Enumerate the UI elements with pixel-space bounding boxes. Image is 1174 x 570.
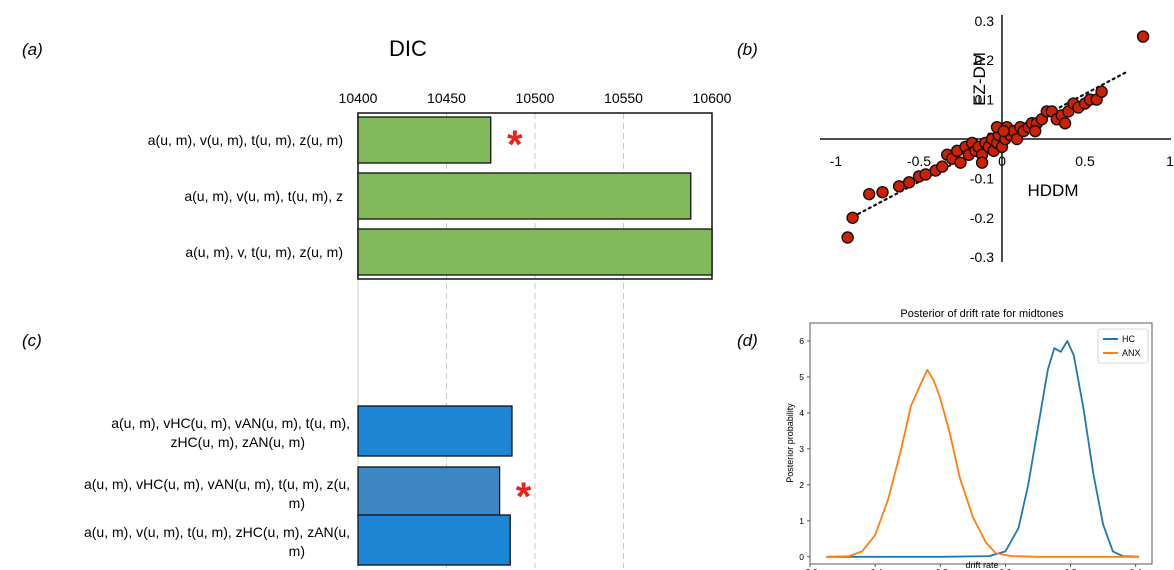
scatter-xtick-label: 0.5 — [1075, 153, 1095, 169]
posterior-ytick-label: 0 — [799, 552, 804, 562]
scatter-ytick-label: -0.2 — [970, 210, 994, 226]
dic-xtick-label: 10450 — [427, 90, 466, 106]
scatter-point — [997, 124, 1010, 138]
best-model-star: * — [516, 475, 532, 519]
scatter-xtick-label: -0.5 — [907, 153, 931, 169]
legend-anx-label: ANX — [1122, 348, 1141, 358]
dic-category-labels: a(u, m), v(u, m), t(u, m), z(u, m) a(u, m… — [84, 132, 350, 559]
dic-xtick-label: 10550 — [604, 90, 643, 106]
posterior-xtick-label: 0.4 — [1130, 567, 1142, 570]
posterior-ytick-label: 1 — [799, 516, 804, 526]
scatter-point — [1095, 85, 1108, 98]
posterior-chart: Posterior of drift rate for midtones -0.… — [785, 308, 1153, 570]
posterior-ytick-label: 3 — [799, 444, 804, 454]
dic-category-label-cont: m) — [289, 495, 305, 511]
posterior-ytick-label: 5 — [799, 372, 804, 382]
posterior-xtick-label: 0.0 — [1000, 567, 1012, 570]
scatter-ylabel: EZ-DM — [970, 52, 989, 106]
posterior-xtick-label: -0.2 — [933, 567, 948, 570]
scatter-xtick-label: 0 — [998, 153, 1006, 169]
dic-category-label-cont: m) — [289, 543, 305, 559]
dic-category-label: a(u, m), v, t(u, m), z(u, m) — [185, 244, 343, 260]
dic-category-label-cont: zHC(u, m), zAN(u, m) — [170, 434, 305, 450]
legend-box — [1097, 328, 1149, 364]
scatter-point — [975, 156, 989, 169]
scatter-ytick-label: -0.1 — [970, 170, 994, 186]
scatter-point — [841, 231, 854, 244]
dic-bar — [357, 466, 501, 518]
posterior-plot-frame — [809, 322, 1153, 565]
posterior-title: Posterior of drift rate for midtones — [900, 308, 1064, 320]
posterior-ylabel: Posterior probability — [785, 403, 795, 483]
posterior-ytick-label: 2 — [799, 480, 804, 490]
posterior-xtick-label: -0.4 — [868, 567, 883, 570]
posterior-line-anx — [826, 368, 1139, 558]
dic-bar — [357, 116, 492, 164]
dic-bar — [357, 228, 713, 276]
dic-xtick-label: 10500 — [516, 90, 555, 106]
dic-xtick-label: 10400 — [339, 90, 378, 106]
scatter-ytick-label: 0.1 — [975, 92, 995, 108]
posterior-xtick-label: -0.6 — [803, 567, 818, 570]
dic-bars: ** — [357, 116, 713, 566]
scatter-tick-labels: -1-0.500.510.30.20.10-0.1-0.2-0.3 — [830, 13, 1174, 265]
posterior-legend: HC ANX — [1097, 328, 1149, 364]
scatter-point — [954, 156, 967, 169]
posterior-xlabel: drift rate — [965, 560, 998, 570]
scatter-point — [1136, 30, 1150, 43]
posterior-ytick-label: 6 — [799, 336, 804, 346]
dic-category-label: a(u, m), v(u, m), t(u, m), z(u, m) — [148, 132, 343, 148]
dic-bar-chart: DIC 10400 10450 10500 10550 10600 ** a(u, m)… — [84, 36, 732, 568]
scatter-point — [1058, 117, 1072, 130]
best-model-star: * — [507, 123, 523, 167]
dic-title: DIC — [389, 36, 427, 61]
posterior-ticks: -0.6 -0.4 -0.2 0.0 0.2 0.4 0 1 2 3 4 5 6 — [799, 336, 1142, 570]
posterior-line-hc — [826, 340, 1140, 558]
posterior-lines — [826, 340, 1140, 558]
scatter-xlabel: HDDM — [1028, 181, 1079, 200]
dic-bar — [357, 405, 513, 457]
scatter-xtick-label: 1 — [1166, 153, 1174, 169]
posterior-ytick-label: 4 — [799, 408, 804, 418]
panel-label-a: (a) — [22, 40, 43, 59]
dic-bar — [357, 172, 692, 220]
dic-xtick-label: 10600 — [693, 90, 732, 106]
scatter-ytick-label: 0.2 — [975, 52, 995, 68]
dic-category-label: a(u, m), v(u, m), t(u, m), zHC(u, m), zA… — [84, 524, 350, 540]
posterior-xtick-label: 0.2 — [1065, 567, 1077, 570]
scatter-point — [1010, 132, 1024, 146]
scatter-chart: -1-0.500.510.30.20.10-0.1-0.2-0.3 HDDM E… — [820, 13, 1174, 265]
scatter-point — [1028, 124, 1042, 138]
scatter-point — [902, 176, 916, 189]
panel-label-b: (b) — [737, 40, 758, 59]
scatter-ytick-label: -0.3 — [970, 249, 994, 265]
dic-bar — [357, 514, 511, 566]
scatter-ytick-label: 0.3 — [975, 13, 995, 29]
dic-category-label: a(u, m), vHC(u, m), vAN(u, m), t(u, m), — [111, 415, 350, 431]
scatter-point — [936, 160, 949, 173]
panel-label-c: (c) — [22, 331, 42, 350]
legend-hc-label: HC — [1122, 334, 1135, 344]
dic-category-label: a(u, m), v(u, m), t(u, m), z — [184, 188, 343, 204]
scatter-points — [841, 30, 1150, 244]
scatter-point — [876, 185, 889, 199]
scatter-xtick-label: -1 — [830, 153, 843, 169]
dic-category-label: a(u, m), vHC(u, m), vAN(u, m), t(u, m), … — [84, 476, 350, 492]
panel-label-d: (d) — [737, 331, 758, 350]
scatter-point — [863, 187, 876, 201]
dic-tick-labels: 10400 10450 10500 10550 10600 — [339, 90, 732, 106]
scatter-point — [846, 211, 859, 225]
